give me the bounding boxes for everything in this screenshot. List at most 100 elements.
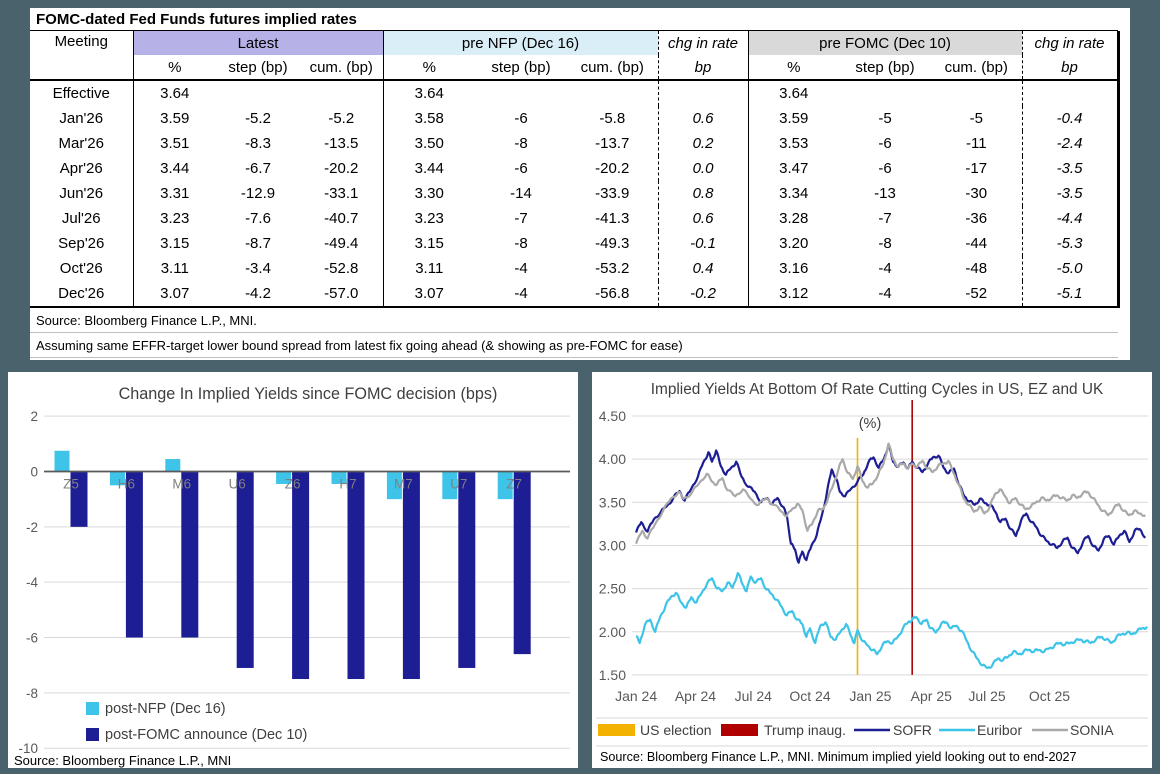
table-cell: -4.2	[216, 281, 300, 308]
legend-swatch-post-nfp	[86, 702, 99, 715]
line-x-tick-label: Apr 24	[675, 688, 716, 704]
table-cell: -8	[514, 135, 528, 152]
line-y-tick-label: 1.50	[599, 667, 626, 683]
table-cell: 3.47	[747, 156, 840, 181]
table-cell	[1021, 80, 1120, 106]
bar-y-tick-label: -10	[18, 741, 38, 756]
meeting-label: Oct'26	[59, 260, 103, 277]
table-cell: -6	[878, 160, 892, 177]
table-cell: -4	[475, 281, 568, 308]
bar-post-fomc	[125, 471, 143, 638]
series-line-sonia	[635, 442, 1146, 545]
table-cell: 3.44	[382, 156, 476, 181]
legend-label-post-fomc: post-FOMC announce (Dec 10)	[105, 727, 307, 743]
table-cell	[475, 80, 567, 106]
meeting-label: Effective	[52, 85, 110, 102]
table-cell: 3.59	[747, 106, 840, 131]
line-y-tick-label: 2.50	[599, 581, 626, 597]
meeting-label: Jun'26	[59, 185, 104, 202]
table-cell: -33.1	[324, 185, 359, 202]
legend-label-post-nfp: post-NFP (Dec 16)	[105, 701, 226, 717]
bar-category-label: Z6	[285, 477, 301, 492]
table-row: Effective 3.64 3.64 3.64	[30, 80, 1120, 106]
table-cell: -3.4	[245, 260, 271, 277]
bar-post-fomc	[292, 471, 310, 680]
bar-y-tick-label: 2	[30, 409, 38, 424]
table-cell: -3.5	[1021, 181, 1120, 206]
bar-category-label: H6	[118, 477, 135, 492]
series-line-euribor	[635, 572, 1148, 670]
table-cell: -30	[965, 185, 988, 202]
table-cell: -4.4	[1021, 206, 1120, 231]
table-row: Mar'26 3.51 -8.3 -13.5 3.50 -8 -13.7 0.2 3.53 -6 -…	[30, 131, 1120, 156]
table-cell: 0.6	[657, 106, 749, 131]
bar-post-nfp	[386, 471, 402, 500]
line-x-tick-label: Jan 24	[615, 688, 657, 704]
latest-pct-header: %	[132, 55, 216, 81]
table-cell: -3.5	[1021, 156, 1120, 181]
table-cell: 3.50	[382, 131, 476, 156]
table-cell: -4	[514, 260, 528, 277]
table-cell: -6	[514, 160, 528, 177]
meeting-label: Mar'26	[58, 135, 104, 152]
meeting-label: Dec'26	[30, 281, 133, 308]
table-cell: -49.3	[595, 235, 630, 252]
bar-post-nfp	[54, 450, 70, 472]
table-cell: 3.16	[747, 256, 840, 281]
table-cell: -8.7	[245, 235, 271, 252]
legend-label: US election	[640, 722, 712, 738]
line-y-tick-label: 3.00	[599, 537, 626, 553]
line-chart-source: Source: Bloomberg Finance L.P., MNI. Min…	[600, 750, 1076, 764]
bar-category-label: Z7	[506, 477, 522, 492]
table-cell: -41.3	[595, 210, 630, 227]
table-cell: -7.6	[245, 210, 271, 227]
table-cell: -8	[878, 235, 892, 252]
table-cell: -8	[514, 235, 528, 252]
table-cell: -4	[878, 260, 892, 277]
bar-post-fomc	[513, 471, 531, 655]
bar-post-fomc	[181, 471, 199, 638]
table-cell: -4	[839, 281, 932, 308]
bar-post-nfp	[442, 471, 458, 500]
table-cell: -0.4	[1021, 106, 1120, 131]
chg-in-rate-header-nfp: chg in rate	[657, 31, 749, 55]
table-cell: -17	[965, 160, 988, 177]
bar-chart: Change In Implied Yields since FOMC deci…	[14, 385, 570, 768]
line-gridlines: 4.50 4.00 3.50 3.00 2.50 2.00 1.50	[599, 408, 1148, 683]
table-cell: -56.8	[567, 281, 659, 308]
table-cell: -49.4	[324, 235, 359, 252]
bar-post-nfp	[165, 459, 181, 472]
line-legend: US election Trump inaug. SOFR Euribor SONIA	[598, 722, 1114, 738]
table-cell: 3.28	[747, 206, 840, 231]
line-x-axis-labels: Jan 24 Apr 24 Jul 24 Oct 24 Jan 25 Apr 25 Jul …	[615, 688, 1070, 704]
chg-bp-header-fomc: bp	[1021, 55, 1120, 81]
line-y-tick-label: 2.00	[599, 624, 626, 640]
chg-bp-header-nfp: bp	[657, 55, 749, 81]
table-cell: -5.1	[1021, 281, 1120, 308]
nfp-step-header: step (bp)	[475, 55, 568, 81]
table-cell: -13	[874, 185, 896, 202]
table-cell: 3.53	[747, 131, 840, 156]
nfp-pct-header: %	[382, 55, 476, 81]
bar-category-label: U7	[450, 477, 467, 492]
sub-header-row: % step (bp) cum. (bp) % step (bp) cum. (…	[30, 55, 1120, 81]
legend-label: Euribor	[977, 722, 1022, 738]
table-cell: -6	[514, 110, 528, 127]
rate-cutting-cycles-chart-panel: Implied Yields At Bottom Of Rate Cutting…	[592, 372, 1152, 768]
table-cell: 3.20	[747, 231, 840, 256]
table-row: Dec'26 3.07 -4.2 -57.0 3.07 -4 -56.8 -0.2 3.12 -4…	[30, 281, 1120, 308]
table-cell: 0.2	[657, 131, 749, 156]
event-vertical-lines	[856, 400, 913, 675]
fomc-rates-panel: FOMC-dated Fed Funds futures implied rat…	[30, 8, 1130, 360]
table-cell: -7	[878, 210, 892, 227]
table-cell: 0.0	[657, 156, 749, 181]
line-chart-unit-label: (%)	[859, 416, 882, 432]
table-cell: -8.3	[245, 135, 271, 152]
table-cell: 3.15	[132, 231, 216, 256]
pre-fomc-group-header: pre FOMC (Dec 10)	[747, 31, 1023, 55]
bar-y-tick-label: -4	[26, 575, 38, 590]
table-cell: 3.11	[132, 256, 216, 281]
table-cell: -53.2	[595, 260, 630, 277]
table-cell: 3.23	[382, 206, 476, 231]
bar-post-nfp	[331, 471, 347, 484]
